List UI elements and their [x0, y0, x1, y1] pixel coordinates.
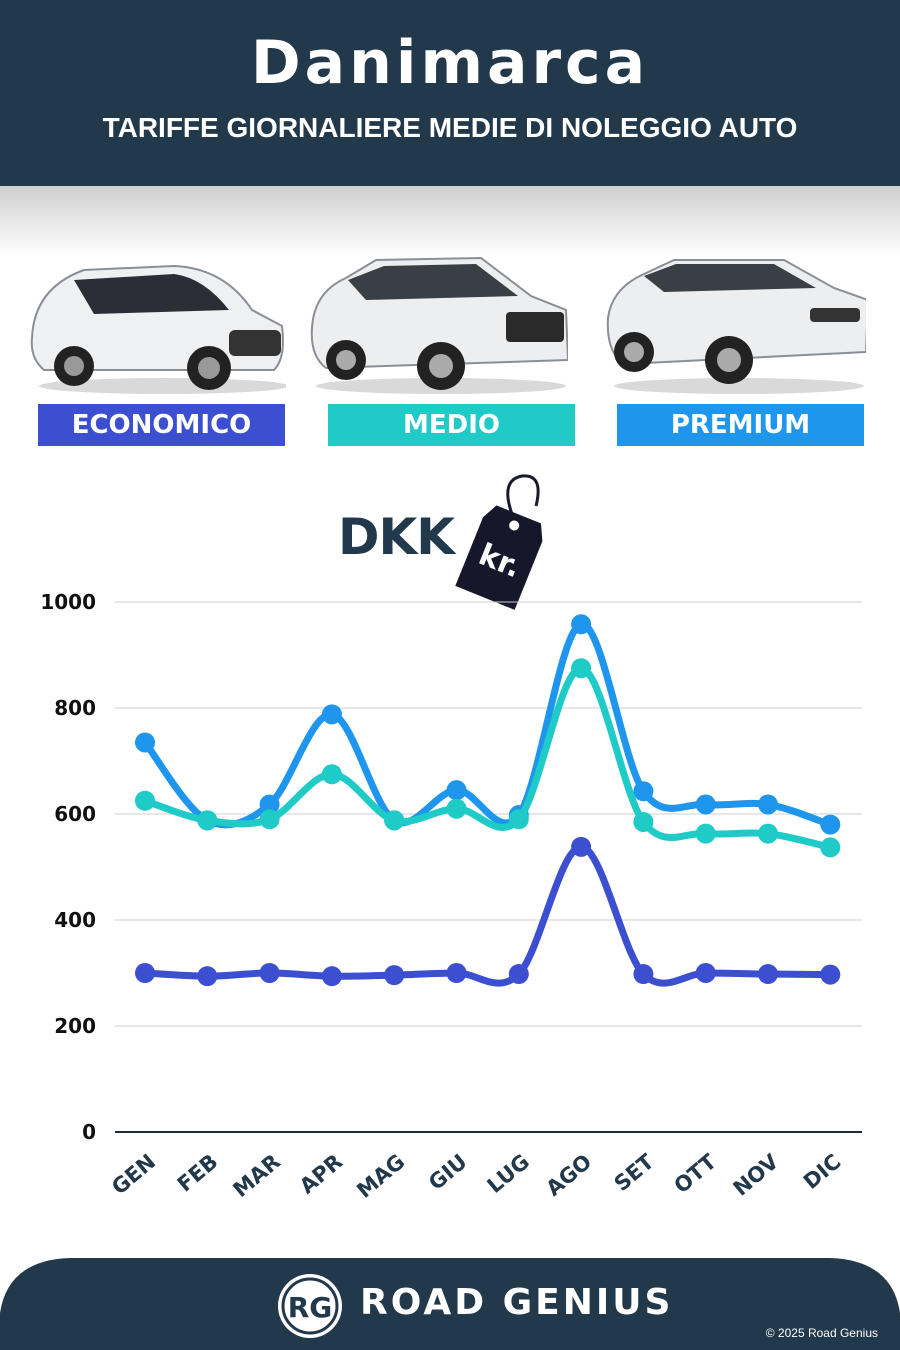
x-tick-label: MAR — [229, 1149, 285, 1202]
data-point-medio — [446, 798, 467, 819]
data-point-medio — [197, 810, 218, 831]
y-tick-label: 600 — [54, 802, 96, 826]
data-point-economico — [446, 963, 467, 983]
data-point-economico — [758, 964, 778, 985]
footer-bar — [0, 1258, 900, 1350]
data-point-economico — [695, 963, 716, 983]
page-title: Danimarca — [250, 28, 650, 98]
price-tag-icon: kr. — [455, 474, 543, 610]
midsize-suv-image — [310, 256, 568, 394]
data-point-economico — [571, 836, 592, 857]
midsize-badge: MEDIO — [328, 404, 575, 446]
data-point-medio — [384, 810, 405, 831]
data-point-premium — [633, 781, 654, 802]
x-tick-label: MAG — [352, 1149, 409, 1202]
data-point-premium — [758, 794, 778, 815]
series-line-medio — [141, 664, 834, 851]
data-point-premium — [820, 814, 841, 835]
data-point-premium — [321, 704, 342, 725]
line-chart: 0 200 400 600 800 1000 GEN FEB MAR APR MAG GIU LUG A… — [40, 590, 862, 1203]
data-point-economico — [384, 965, 405, 986]
y-tick-label: 0 — [82, 1120, 96, 1144]
header-shadow — [0, 186, 900, 256]
data-point-medio — [820, 837, 841, 858]
series-line-economico — [141, 843, 834, 987]
premium-badge: PREMIUM — [617, 404, 864, 446]
data-point-premium — [259, 794, 280, 815]
data-point-premium — [135, 732, 155, 753]
data-point-economico — [135, 963, 155, 983]
x-tick-label: NOV — [729, 1149, 784, 1201]
data-point-premium — [571, 614, 592, 635]
economy-car-image — [30, 264, 286, 394]
data-point-medio — [321, 764, 342, 785]
economy-badge: ECONOMICO — [38, 404, 285, 446]
x-tick-label: GIU — [424, 1149, 472, 1194]
data-point-medio — [508, 809, 529, 830]
data-point-medio — [695, 823, 716, 844]
x-tick-label: LUG — [483, 1149, 534, 1198]
data-point-economico — [508, 964, 529, 985]
data-point-premium — [446, 780, 467, 801]
data-point-premium — [695, 794, 716, 815]
data-point-medio — [758, 823, 778, 844]
premium-suv-image — [606, 259, 866, 394]
x-tick-label: AGO — [542, 1149, 597, 1200]
data-point-economico — [633, 964, 654, 985]
series-line-premium — [141, 620, 834, 829]
copyright-text: © 2025 Road Genius — [765, 1326, 878, 1340]
page-subtitle: TARIFFE GIORNALIERE MEDIE DI NOLEGGIO AU… — [102, 112, 798, 143]
y-tick-label: 1000 — [40, 590, 96, 614]
header-banner: Danimarca TARIFFE GIORNALIERE MEDIE DI N… — [0, 0, 900, 186]
x-tick-label: APR — [295, 1149, 347, 1198]
x-tick-label: OTT — [669, 1149, 721, 1198]
logo-text: RG — [288, 1291, 333, 1324]
data-point-economico — [197, 966, 218, 987]
x-tick-label: GEN — [107, 1149, 160, 1199]
data-point-economico — [820, 964, 841, 985]
y-tick-label: 200 — [54, 1014, 96, 1038]
road-genius-logo-icon: RG — [278, 1274, 342, 1338]
y-tick-label: 800 — [54, 696, 96, 720]
data-point-medio — [135, 790, 155, 811]
data-point-medio — [259, 809, 280, 830]
x-tick-label: DIC — [799, 1149, 846, 1194]
x-tick-label: FEB — [173, 1149, 223, 1196]
data-point-economico — [321, 966, 342, 987]
data-point-medio — [571, 658, 592, 679]
currency-code: DKK — [338, 508, 455, 566]
brand-name: ROAD GENIUS — [360, 1282, 674, 1323]
y-tick-label: 400 — [54, 908, 96, 932]
data-point-medio — [633, 811, 654, 832]
x-tick-label: SET — [610, 1149, 659, 1196]
data-point-economico — [259, 963, 280, 983]
